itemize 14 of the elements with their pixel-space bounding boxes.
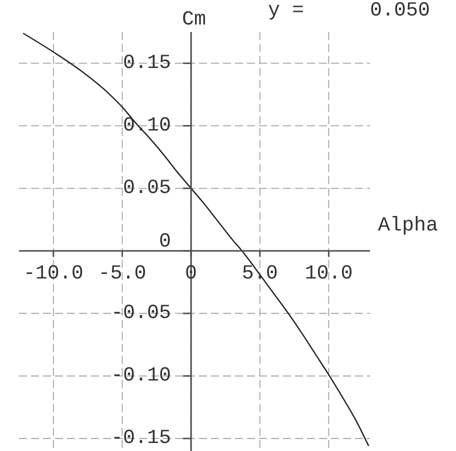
x-tick-label: 10.0	[304, 262, 353, 286]
y-tick-label: 0	[159, 230, 172, 254]
text: y =	[268, 0, 304, 22]
x-tick-label: -5.0	[98, 262, 146, 286]
x-tick-label: -10.0	[23, 262, 84, 286]
line-series	[22, 32, 370, 447]
y-axis-title: Cm	[182, 8, 206, 32]
y-tick-label: 0.15	[123, 52, 172, 75]
x-axis-title: Alpha	[378, 214, 438, 238]
y-tick-label: -0.10	[111, 364, 172, 388]
text: 0.050	[370, 0, 430, 22]
y-tick-label: -0.05	[111, 302, 172, 325]
y-tick-label: -0.15	[111, 426, 172, 450]
y-tick-label: 0.05	[123, 176, 172, 200]
